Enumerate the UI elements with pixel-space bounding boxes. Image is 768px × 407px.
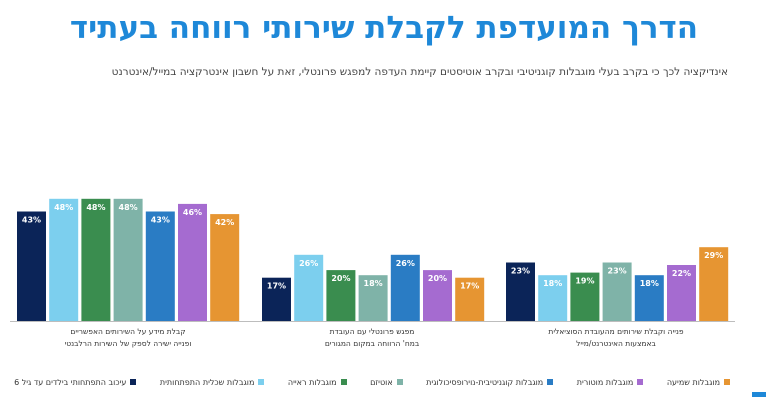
bar-value-label: 26%: [299, 259, 318, 268]
legend-label: מוגבלות ראייה: [287, 377, 337, 387]
bar: [178, 203, 207, 321]
bar: [81, 198, 111, 321]
legend-item: מוגבלות שמיעה: [667, 378, 730, 387]
bar-value-label: 26%: [396, 259, 415, 268]
bar-value-label: 43%: [151, 216, 170, 225]
legend-item: מוגבלות קוגניטיבית-נוירופסיכולוגית: [426, 377, 554, 387]
bar: [455, 277, 485, 321]
bar: [506, 262, 535, 321]
bar-value-label: 20%: [331, 274, 350, 283]
bar: [423, 270, 452, 321]
bar-value-label: 17%: [460, 282, 479, 291]
category-label: מפגש פרונטלי עם העובדת: [330, 327, 415, 336]
category-label: באמצעות האינטרנט/מייל: [576, 339, 656, 348]
bar: [390, 254, 420, 321]
bar: [49, 198, 79, 321]
bar-value-label: 23%: [511, 267, 530, 276]
bar: [570, 272, 600, 321]
bar: [358, 275, 388, 321]
bar-value-label: 18%: [364, 279, 383, 288]
bar-value-label: 43%: [22, 216, 41, 225]
bar-value-label: 23%: [608, 267, 627, 276]
corner-accent: [752, 392, 766, 397]
legend-label: מוגבלות שכלית התפתחותית: [159, 377, 255, 387]
bar-value-label: 22%: [672, 269, 691, 278]
bar-value-label: 48%: [86, 203, 105, 212]
legend-swatch: [396, 379, 403, 385]
legend-swatch: [258, 379, 265, 385]
legend-label: מוגבלות שמיעה: [666, 377, 720, 387]
bar-chart: 43% 48% 48% 48% 43% 46% 42% קבלת מידע על השירות…: [10, 198, 735, 348]
legend-item: אוטיזם: [370, 378, 403, 387]
legend-item: עיכוב התפתחותי בילדים עד גיל 6: [14, 377, 137, 387]
legend-item: מוגבלות ראייה: [288, 378, 347, 387]
bar: [145, 211, 175, 321]
bar: [294, 254, 324, 321]
bar: [262, 277, 291, 321]
chart-legend: עיכוב התפתחותי בילדים עד גיל 6 מוגבלות שכ…: [14, 374, 730, 390]
bar-value-label: 46%: [183, 208, 202, 217]
bar: [699, 247, 729, 321]
bar-value-label: 48%: [54, 203, 73, 212]
category-label: ופנייה ישירה לספק של השירות הרלבנטי: [65, 339, 192, 348]
category-label: קבלת מידע על השירותים האפשריים: [70, 327, 185, 336]
bar-value-label: 48%: [119, 203, 138, 212]
chart-title: הדרך המועדפת לקבלת שירותי רווחה בעתיד: [69, 10, 699, 46]
legend-swatch: [637, 379, 644, 385]
bar: [538, 275, 568, 321]
bar: [17, 211, 46, 321]
bar-value-label: 20%: [428, 274, 447, 283]
bar-value-label: 42%: [215, 218, 234, 227]
legend-swatch: [547, 379, 554, 385]
legend-label: אוטיזם: [370, 377, 393, 387]
bar-value-label: 17%: [267, 282, 286, 291]
bar: [634, 275, 664, 321]
legend-swatch: [724, 379, 730, 385]
bar: [667, 265, 696, 321]
bar-value-label: 18%: [543, 279, 562, 288]
category-label: פנייה וקבלת שירותים מהעובדת הסוציאלית: [548, 327, 683, 336]
bar: [602, 262, 632, 321]
bar-value-label: 18%: [640, 279, 659, 288]
category-label: במח' הרווחה במקום המגורים: [325, 339, 420, 348]
legend-item: מוגבלות שכלית התפתחותית: [160, 378, 265, 387]
legend-swatch: [130, 379, 137, 385]
legend-label: מוגבלות קוגניטיבית-נוירופסיכולוגית: [426, 377, 544, 387]
legend-label: מוגבלות מוטורית: [576, 377, 634, 387]
bar: [326, 270, 356, 321]
bar: [113, 198, 143, 321]
chart-subtitle: אינדיקציה לכך כי בקרב בעלי מוגבלות קוגני…: [111, 66, 728, 78]
legend-item: מוגבלות מוטורית: [577, 378, 644, 387]
bar-value-label: 19%: [575, 277, 594, 286]
legend-swatch: [340, 379, 347, 385]
legend-label: עיכוב התפתחותי בילדים עד גיל 6: [14, 377, 127, 387]
bar: [210, 214, 240, 321]
bar-value-label: 29%: [704, 251, 723, 260]
